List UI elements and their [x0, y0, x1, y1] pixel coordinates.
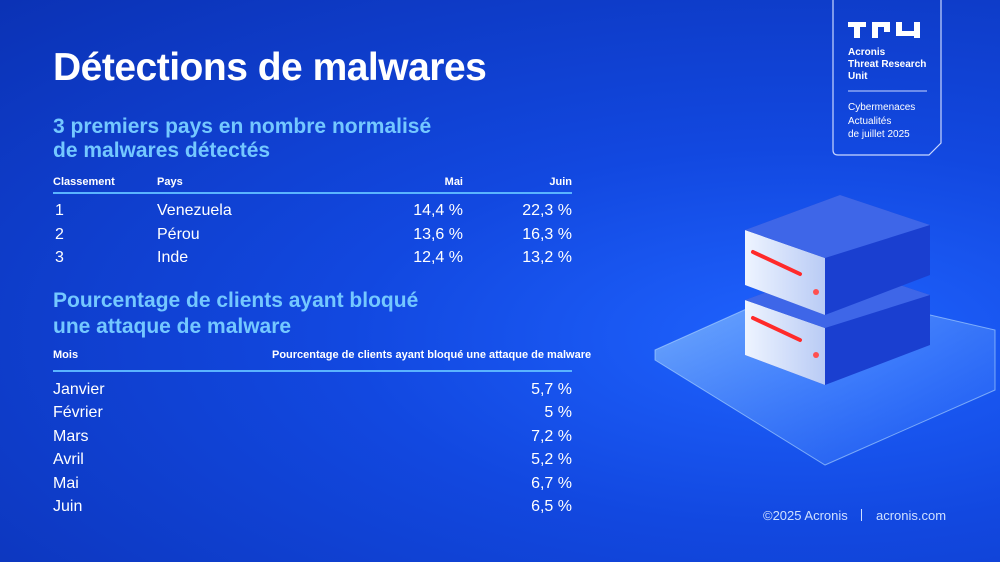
table-cell: 6,5 %	[531, 498, 572, 515]
table-cell: 6,7 %	[531, 474, 572, 492]
table-cell: 5,7 %	[531, 381, 572, 398]
table-cell: Pérou	[157, 225, 200, 243]
site: acronis.com	[876, 508, 947, 523]
table-cell: 5,2 %	[531, 451, 572, 469]
column-header: Mai	[444, 176, 463, 188]
column-header: Mois	[53, 349, 79, 361]
table-cell: 22,3 %	[522, 202, 572, 219]
brand-unit-line: Unit	[848, 71, 868, 82]
section-heading: une attaque de malware	[53, 315, 292, 338]
separator	[861, 509, 863, 521]
table-cell: Janvier	[53, 381, 105, 398]
table-cell: Juin	[53, 498, 83, 515]
table-cell: Venezuela	[157, 202, 232, 219]
brand-unit-line: Acronis	[848, 47, 886, 58]
table-cell: Février	[53, 404, 103, 422]
brand-box	[832, 0, 942, 156]
table-cell: 2	[55, 225, 64, 243]
column-header: Classement	[53, 176, 115, 188]
brand-report-line: de juillet 2025	[848, 129, 910, 140]
table-cell: Inde	[157, 249, 189, 266]
table-cell: 12,4 %	[413, 249, 463, 266]
section-heading: de malwares détectés	[53, 139, 271, 162]
table-cell: Avril	[53, 451, 84, 469]
table-cell: 5 %	[544, 404, 572, 422]
table-cell: Mai	[53, 474, 79, 492]
table-cell: 13,6 %	[413, 225, 463, 243]
table-cell: 16,3 %	[522, 225, 572, 243]
header-rule	[53, 370, 572, 372]
table-cell: 13,2 %	[522, 249, 572, 266]
footer: ©2025 Acronis acronis.com	[763, 508, 946, 523]
header-rule	[53, 192, 572, 194]
brand-unit-line: Threat Research	[848, 59, 927, 70]
column-header: Pourcentage de clients ayant bloqué une …	[272, 349, 592, 361]
brand-report-line: Cybermenaces	[848, 102, 916, 113]
column-header: Juin	[549, 176, 572, 188]
table-cell: 1	[55, 202, 64, 219]
brand-report-line: Actualités	[848, 115, 892, 127]
section-heading: Pourcentage de clients ayant bloqué	[53, 289, 419, 312]
section-heading: 3 premiers pays en nombre normalisé	[53, 115, 432, 138]
table-cell: 14,4 %	[413, 202, 463, 219]
table-cell: 3	[55, 249, 64, 266]
server-illustration	[654, 195, 996, 466]
table-cell: 7,2 %	[531, 427, 572, 445]
title: Détections de malwares	[53, 46, 487, 89]
table-cell: Mars	[53, 427, 89, 445]
copyright: ©2025 Acronis	[763, 508, 848, 523]
column-header: Pays	[157, 176, 183, 188]
